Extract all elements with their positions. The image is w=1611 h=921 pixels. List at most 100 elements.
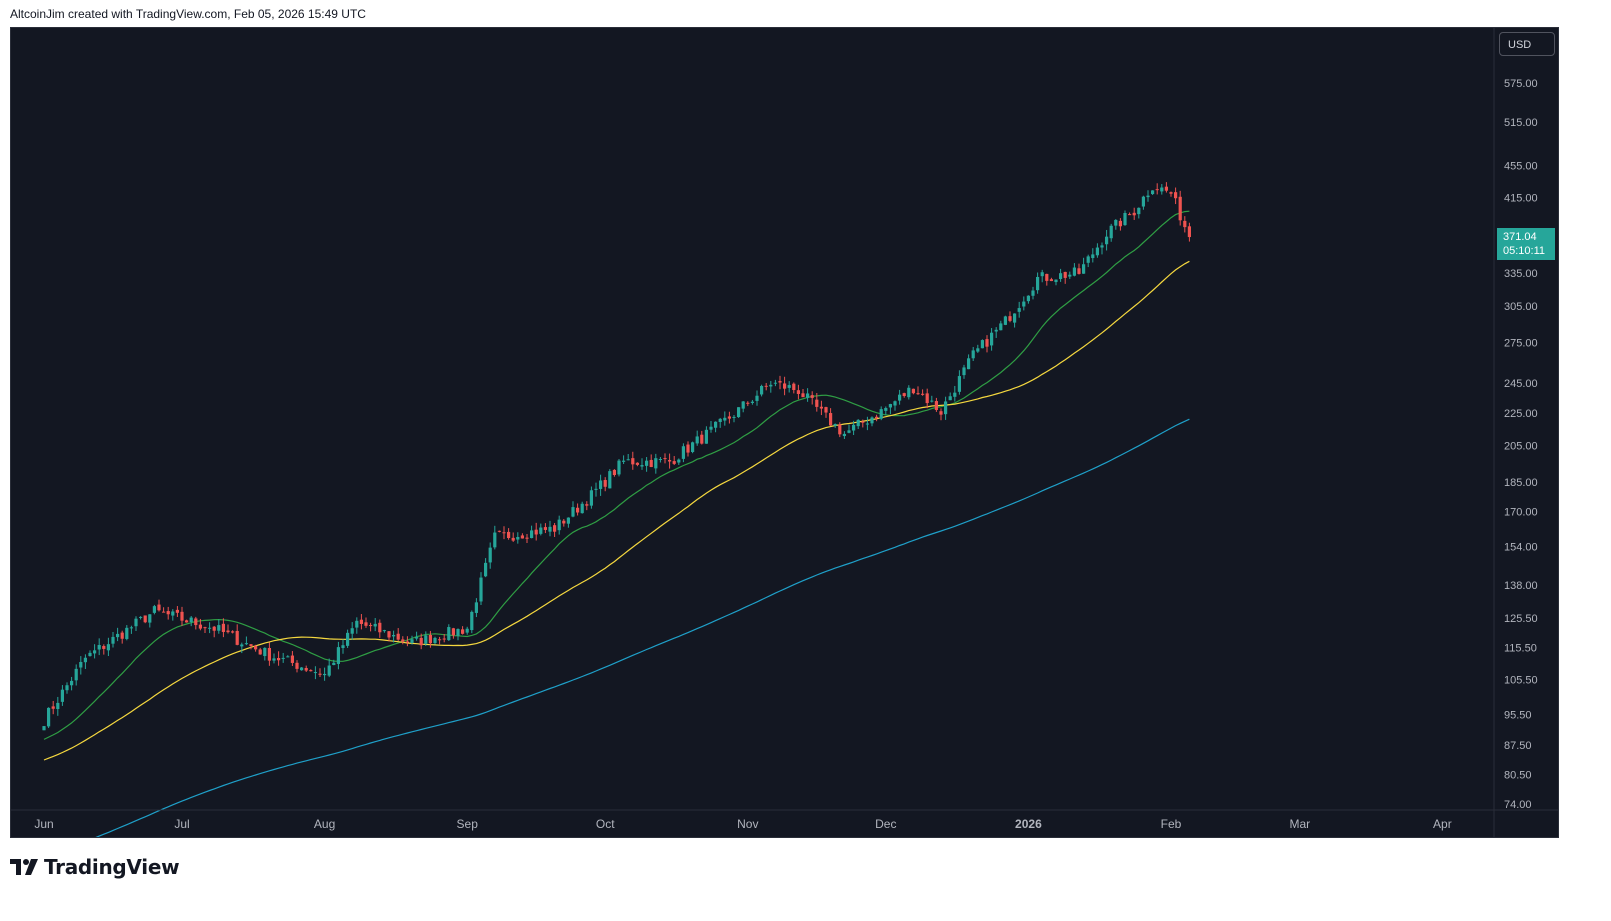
candle xyxy=(865,416,869,431)
candle xyxy=(852,420,856,436)
candle xyxy=(1118,218,1122,231)
candle xyxy=(304,665,308,673)
candle xyxy=(530,525,534,539)
candle xyxy=(166,606,170,620)
candle xyxy=(438,636,442,645)
x-tick-label: Apr xyxy=(1433,817,1452,831)
candle xyxy=(507,528,511,540)
candle xyxy=(364,617,368,628)
candle xyxy=(1105,229,1109,251)
candle xyxy=(1141,195,1145,210)
y-tick-label: 80.50 xyxy=(1504,769,1532,781)
currency-button[interactable]: USD xyxy=(1499,32,1555,56)
moving-average-line xyxy=(43,260,1190,761)
candle xyxy=(1160,184,1164,195)
moving-average-line xyxy=(95,418,1190,837)
candle xyxy=(847,424,851,434)
candle xyxy=(971,346,975,362)
y-tick-label: 335.00 xyxy=(1504,268,1538,280)
candle xyxy=(221,618,225,638)
candle xyxy=(990,328,994,351)
candle xyxy=(810,391,814,405)
candle xyxy=(819,400,823,416)
candle xyxy=(286,655,290,658)
candle xyxy=(884,406,888,416)
candle xyxy=(258,647,262,655)
candle xyxy=(1187,222,1191,242)
candle xyxy=(967,354,971,370)
candle xyxy=(1068,271,1072,280)
candle xyxy=(263,647,267,661)
candle xyxy=(497,530,501,533)
candle xyxy=(106,637,110,656)
candle xyxy=(640,458,644,470)
attribution-text: AltcoinJim created with TradingView.com,… xyxy=(10,7,366,21)
candle xyxy=(599,474,603,496)
y-tick-label: 105.50 xyxy=(1504,674,1538,686)
candle xyxy=(157,599,161,612)
moving-averages-layer xyxy=(43,210,1190,837)
candle xyxy=(175,606,179,617)
candle xyxy=(309,669,313,672)
y-tick-label: 170.00 xyxy=(1504,507,1538,519)
candle xyxy=(281,652,285,663)
candle xyxy=(1091,248,1095,263)
candle xyxy=(838,422,842,438)
tradingview-logo[interactable]: TradingView xyxy=(10,855,180,879)
candle xyxy=(424,631,428,646)
candle xyxy=(346,629,350,648)
candle xyxy=(111,631,115,648)
candle xyxy=(244,636,248,646)
candle xyxy=(879,406,883,421)
candle xyxy=(369,622,373,632)
candle xyxy=(787,381,791,393)
candle xyxy=(1183,216,1187,233)
tradingview-logo-icon xyxy=(10,859,38,875)
candle xyxy=(957,370,961,395)
candle xyxy=(934,397,938,412)
candle xyxy=(764,382,768,391)
candle xyxy=(451,627,455,639)
candle xyxy=(171,609,175,621)
candles-layer xyxy=(42,182,1191,731)
candle xyxy=(139,616,143,620)
candle xyxy=(1040,269,1044,283)
candle xyxy=(1100,242,1104,255)
candle xyxy=(861,419,865,428)
candle xyxy=(842,431,846,440)
candle xyxy=(672,456,676,466)
candle xyxy=(290,651,294,666)
candle xyxy=(727,411,731,424)
chart-canvas[interactable]: 575.00 515.00 455.00 415.00 335.00 305.00 275.… xyxy=(11,28,1558,837)
candle xyxy=(571,501,575,518)
y-tick-label: 138.00 xyxy=(1504,580,1538,592)
chart-panel[interactable]: 575.00 515.00 455.00 415.00 335.00 305.00 275.… xyxy=(10,27,1559,838)
y-tick-label: 305.00 xyxy=(1504,301,1538,313)
candle xyxy=(704,426,708,444)
candle xyxy=(332,659,336,666)
candle xyxy=(212,625,216,638)
x-tick-label: 2026 xyxy=(1015,817,1042,831)
candle xyxy=(557,515,561,535)
candle xyxy=(401,636,405,645)
y-tick-label: 275.00 xyxy=(1504,337,1538,349)
candle xyxy=(617,459,621,477)
candle xyxy=(792,382,796,394)
candle xyxy=(833,423,837,428)
candle xyxy=(185,619,189,623)
candle xyxy=(907,385,911,400)
candle xyxy=(635,462,639,467)
candle xyxy=(525,534,529,544)
candle xyxy=(479,572,483,605)
candle xyxy=(1146,190,1150,202)
candle xyxy=(566,517,570,528)
candle xyxy=(83,654,87,669)
candle xyxy=(1114,219,1118,230)
candle xyxy=(373,618,377,632)
candle xyxy=(622,455,626,465)
candle xyxy=(240,642,244,654)
candle xyxy=(235,624,239,646)
y-tick-label: 185.00 xyxy=(1504,477,1538,489)
candle xyxy=(1026,295,1030,304)
candle xyxy=(1109,223,1113,242)
